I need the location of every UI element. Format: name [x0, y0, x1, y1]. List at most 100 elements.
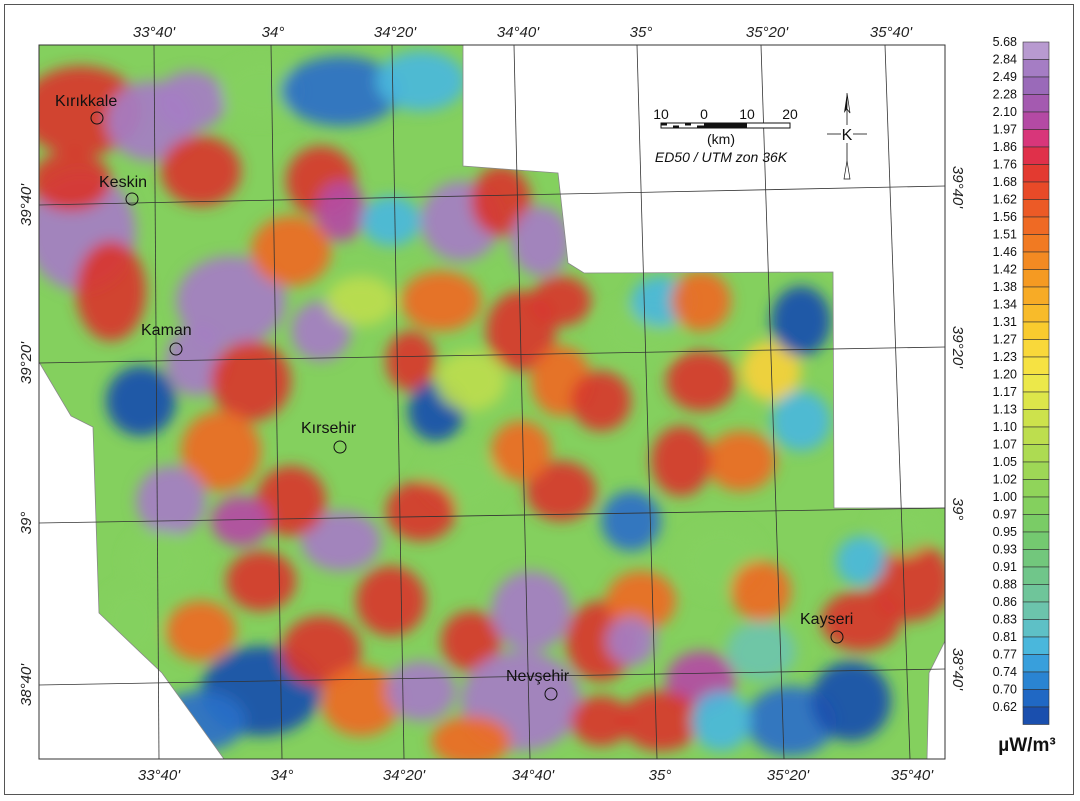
scale-tick: 10	[653, 106, 669, 122]
legend-value: 2.28	[993, 88, 1017, 102]
field-patch	[871, 541, 945, 621]
legend-value: 1.34	[993, 298, 1017, 312]
field-patch	[226, 551, 296, 611]
legend-value: 2.10	[993, 105, 1017, 119]
right-lat-label: 39°40'	[949, 166, 966, 209]
legend-swatch	[1022, 654, 1050, 673]
legend-swatch	[1022, 111, 1050, 130]
field-patch	[181, 411, 261, 491]
field-patch	[671, 271, 731, 331]
legend-swatch	[1022, 286, 1050, 305]
field-patch	[156, 71, 226, 131]
city-label: Kaman	[141, 322, 192, 339]
field-patch	[301, 511, 381, 571]
legend-swatch	[1022, 636, 1050, 655]
legend-value: 1.46	[993, 245, 1017, 259]
legend-value: 1.23	[993, 350, 1017, 364]
legend-swatch	[1022, 689, 1050, 708]
color-legend: 5.68 2.84 2.49 2.28 2.10 1.97 1.86 1.76 1.68 1.62…	[993, 35, 1050, 725]
field-patch	[401, 271, 481, 331]
legend-unit: µW/m³	[998, 735, 1055, 756]
meridian-35-40	[884, 44, 911, 760]
parallel-39	[38, 507, 946, 524]
left-lat-label: 39°40'	[18, 183, 35, 226]
legend-value: 1.02	[993, 473, 1017, 487]
legend-swatch	[1022, 234, 1050, 253]
meridian-34-20	[391, 44, 405, 760]
scale-unit: (km)	[707, 131, 735, 147]
legend-value: 1.31	[993, 315, 1017, 329]
legend-swatch	[1022, 339, 1050, 358]
city-marker	[90, 111, 104, 125]
bottom-lon-label: 34°	[271, 767, 294, 784]
field-patch	[39, 151, 111, 211]
legend-value: 1.10	[993, 420, 1017, 434]
field-patch	[126, 531, 196, 591]
scale-tick: 0	[700, 106, 708, 122]
legend-value: 1.42	[993, 263, 1017, 277]
field-patch	[771, 391, 831, 451]
legend-swatch	[1022, 199, 1050, 218]
legend-swatch	[1022, 304, 1050, 323]
map-frame: 33°40' 34° 34°20' 34°40' 35° 35°20' 35°4…	[4, 4, 1074, 795]
city-label: Kırıkkale	[55, 93, 117, 110]
heat-flow-field	[39, 45, 945, 759]
field-patch	[361, 196, 421, 246]
left-lat-label: 39°	[18, 512, 35, 535]
legend-swatch	[1022, 391, 1050, 410]
bottom-lon-label: 35°40'	[891, 767, 934, 784]
legend-value: 5.68	[993, 35, 1017, 49]
field-patch	[156, 691, 246, 751]
legend-swatch	[1022, 706, 1050, 725]
city-kirsehir: Kırsehir	[301, 420, 357, 454]
legend-value: 0.88	[993, 578, 1017, 592]
legend-value: 1.38	[993, 280, 1017, 294]
city-kaman: Kaman	[141, 322, 192, 356]
field-patch	[731, 561, 791, 621]
field-patch	[601, 491, 661, 551]
field-patch	[871, 506, 931, 556]
legend-swatch	[1022, 146, 1050, 165]
legend-value: 0.83	[993, 613, 1017, 627]
field-patch	[606, 571, 676, 631]
field-patch	[221, 61, 301, 121]
legend-value: 0.81	[993, 630, 1017, 644]
legend-swatch	[1022, 216, 1050, 235]
city-nevsehir: Nevşehir	[506, 668, 570, 701]
parallel-39-40	[38, 185, 946, 206]
field-patch	[651, 426, 711, 496]
legend-value: 1.76	[993, 158, 1017, 172]
map-neatline	[38, 44, 946, 760]
field-patch	[441, 611, 501, 671]
field-patch	[386, 661, 456, 721]
field-patch	[771, 286, 831, 356]
legend-value: 1.97	[993, 123, 1017, 137]
legend-swatch	[1022, 566, 1050, 585]
top-lon-label: 33°40'	[133, 24, 176, 41]
field-patch	[76, 241, 146, 341]
city-marker	[544, 687, 558, 701]
field-patch	[706, 431, 776, 491]
legend-swatch	[1022, 479, 1050, 498]
legend-swatch	[1022, 269, 1050, 288]
field-patch	[251, 216, 331, 286]
legend-swatch	[1022, 601, 1050, 620]
meridian-34	[270, 44, 283, 760]
legend-value: 1.07	[993, 438, 1017, 452]
city-label: Keskin	[99, 174, 147, 191]
legend-swatch	[1022, 496, 1050, 515]
top-lon-label: 34°40'	[497, 24, 540, 41]
legend-swatch	[1022, 514, 1050, 533]
bottom-lon-label: 34°20'	[383, 767, 426, 784]
legend-swatch	[1022, 444, 1050, 463]
scale-tick: 20	[782, 106, 798, 122]
field-patch	[571, 696, 631, 746]
legend-value: 1.56	[993, 210, 1017, 224]
legend-value: 0.86	[993, 595, 1017, 609]
legend-value: 1.00	[993, 490, 1017, 504]
field-patch	[166, 601, 236, 661]
city-label: Kayseri	[800, 611, 853, 628]
legend-swatch	[1022, 426, 1050, 445]
right-lat-label: 38°40'	[949, 648, 966, 691]
legend-value: 2.49	[993, 70, 1017, 84]
